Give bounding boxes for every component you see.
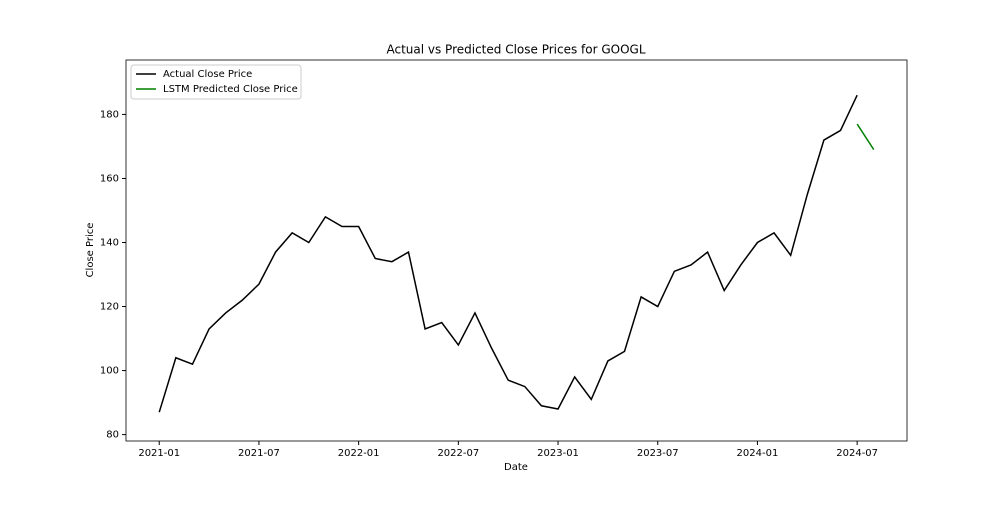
- legend-label: LSTM Predicted Close Price: [163, 84, 298, 95]
- legend-label: Actual Close Price: [163, 69, 252, 80]
- x-tick-label: 2021-01: [138, 448, 180, 459]
- y-axis-label: Close Price: [85, 223, 96, 278]
- x-tick-label: 2021-07: [238, 448, 280, 459]
- plot-frame: [125, 59, 908, 442]
- x-axis-label: Date: [504, 462, 528, 473]
- x-tick-label: 2024-01: [737, 448, 779, 459]
- x-tick-label: 2023-07: [637, 448, 679, 459]
- legend-box: [130, 64, 302, 100]
- line: [856, 123, 875, 151]
- x-tick-label: 2022-01: [338, 448, 380, 459]
- y-tick-label: 100: [100, 366, 119, 377]
- x-tick-label: 2024-07: [836, 448, 878, 459]
- y-tick-label: 180: [100, 109, 119, 120]
- y-tick-label: 140: [100, 237, 119, 248]
- line: [158, 94, 858, 413]
- y-tick-label: 160: [100, 173, 119, 184]
- x-tick-label: 2022-07: [437, 448, 479, 459]
- y-tick-label: 120: [100, 302, 119, 313]
- chart-title: Actual vs Predicted Close Prices for GOO…: [386, 43, 645, 57]
- x-tick-label: 2023-01: [537, 448, 579, 459]
- y-tick-label: 80: [106, 430, 119, 441]
